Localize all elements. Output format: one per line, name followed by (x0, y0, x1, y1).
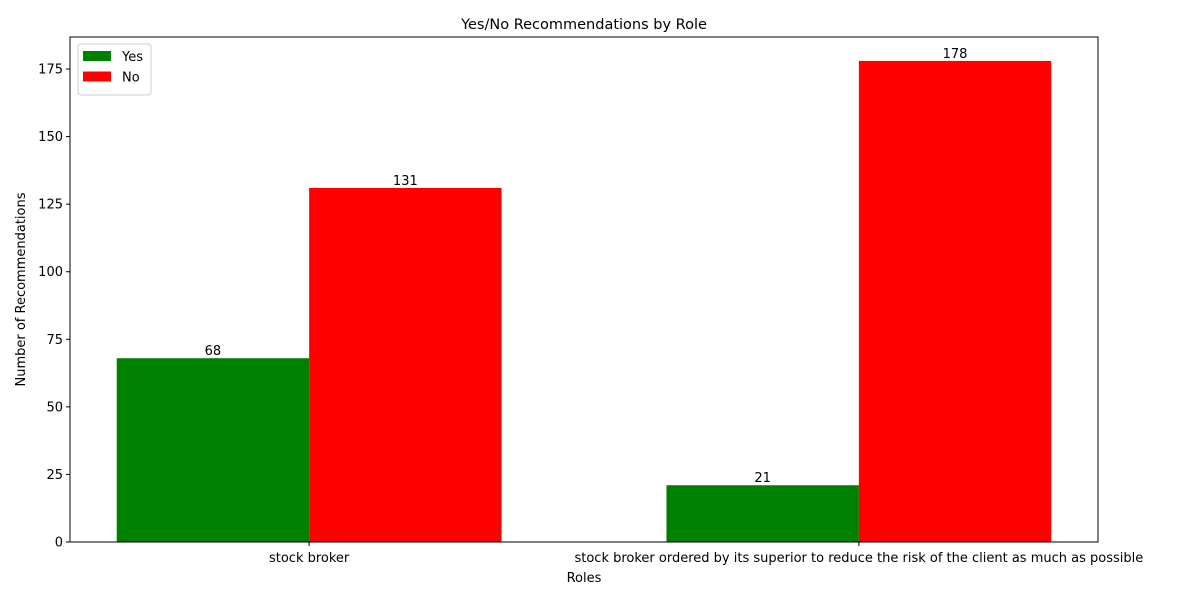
bar-yes-0 (116, 358, 310, 542)
legend-label-no: No (122, 71, 140, 86)
y-tick-label: 75 (46, 333, 63, 348)
y-tick-label: 175 (38, 63, 63, 78)
legend-swatch-no (83, 71, 111, 82)
bar-yes-1 (666, 485, 859, 542)
legend-label-yes: Yes (121, 50, 143, 65)
legend: Yes No (77, 43, 152, 96)
bar-no-1 (858, 60, 1052, 543)
y-tick-label: 125 (38, 198, 63, 213)
data-label-yes-0: 68 (205, 344, 222, 359)
y-tick-label: 150 (38, 130, 63, 145)
x-axis: stock broker stock broker ordered by its … (269, 542, 1143, 566)
bar-no-0 (309, 187, 502, 542)
y-tick-label: 25 (46, 468, 63, 483)
y-tick-label: 0 (55, 536, 63, 551)
data-label-yes-1: 21 (754, 471, 771, 486)
data-label-no-1: 178 (943, 47, 968, 62)
x-tick-label: stock broker (269, 551, 350, 566)
chart-title: Yes/No Recommendations by Role (460, 17, 707, 33)
x-tick-label: stock broker ordered by its superior to … (574, 551, 1143, 566)
data-label-no-0: 131 (393, 174, 418, 189)
x-axis-label: Roles (567, 571, 602, 586)
y-tick-label: 100 (38, 265, 63, 280)
y-axis-label: Number of Recommendations (14, 192, 29, 386)
legend-swatch-yes (83, 51, 111, 61)
y-axis: 0 25 50 75 100 125 150 175 (38, 63, 70, 551)
plot-frame (69, 36, 1099, 543)
y-tick-label: 50 (46, 400, 63, 415)
plot-area: 68 21 131 178 (116, 47, 1052, 543)
